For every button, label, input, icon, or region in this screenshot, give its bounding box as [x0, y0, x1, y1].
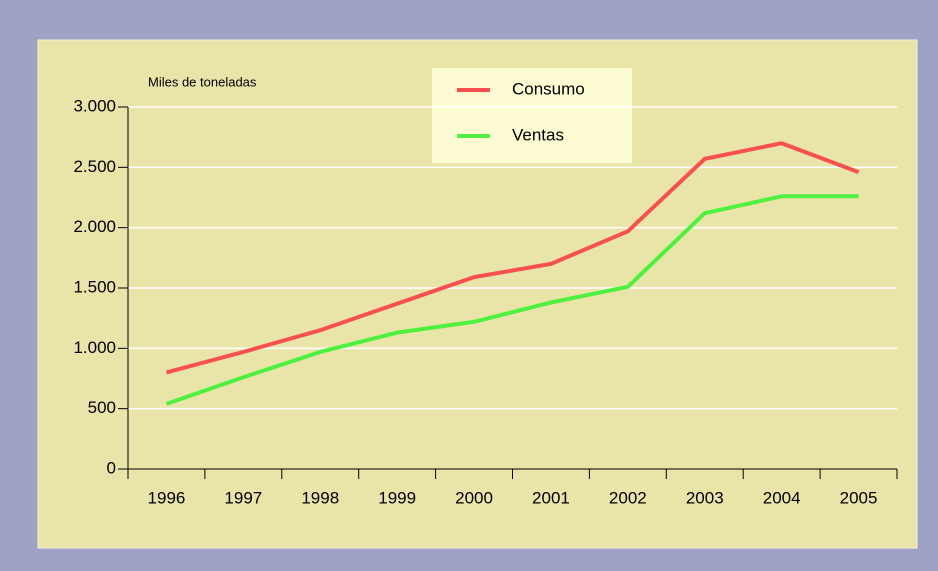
y-tick-label: 3.000	[73, 96, 116, 115]
x-tick-label: 1997	[224, 488, 262, 507]
x-tick-label: 1996	[148, 488, 186, 507]
y-tick-label: 0	[107, 458, 116, 477]
x-tick-label: 2005	[840, 488, 878, 507]
x-tick-label: 2004	[763, 488, 801, 507]
line-series	[165, 194, 859, 406]
x-tick-label: 2000	[455, 488, 493, 507]
y-tick-label: 2.000	[73, 217, 116, 236]
y-tick-label: 1.000	[73, 338, 116, 357]
legend	[432, 68, 632, 163]
x-tick-label: 2003	[686, 488, 724, 507]
y-tick-label: 500	[88, 398, 116, 417]
legend-label: Ventas	[512, 125, 564, 144]
y-axis-label: Miles de toneladas	[148, 74, 257, 89]
x-tick-label: 1999	[378, 488, 416, 507]
y-tick-label: 1.500	[73, 277, 116, 296]
line-series	[165, 141, 860, 375]
x-tick-label: 2001	[532, 488, 570, 507]
x-tick-label: 2002	[609, 488, 647, 507]
x-tick-label: 1998	[301, 488, 339, 507]
y-tick-label: 2.500	[73, 157, 116, 176]
legend-label: Consumo	[512, 79, 585, 98]
